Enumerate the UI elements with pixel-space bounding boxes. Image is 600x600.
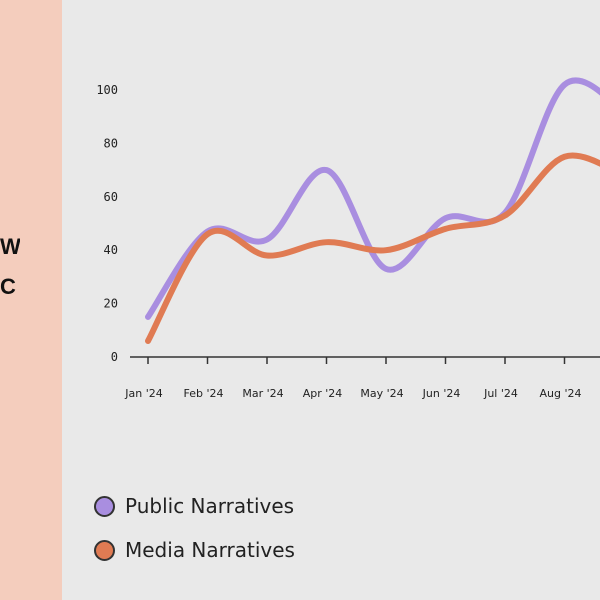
legend-swatch-media: [94, 539, 115, 561]
x-tick-label: Jan '24: [124, 387, 162, 400]
x-tick-label: Feb '24: [184, 387, 224, 400]
legend-item-media: Media Narratives: [94, 528, 295, 572]
media-narratives-line: [145, 152, 600, 344]
x-tick-label: Apr '24: [303, 387, 343, 400]
side-panel: W C: [0, 0, 62, 600]
x-tick-label: Mar '24: [242, 387, 283, 400]
y-tick-label: 60: [104, 190, 118, 204]
x-tick-label: Jun '24: [422, 387, 461, 400]
y-tick-label: 40: [104, 243, 118, 257]
legend-item-public: Public Narratives: [94, 484, 295, 528]
y-tick-label: 20: [104, 297, 118, 311]
side-panel-text-1: W: [0, 234, 20, 259]
legend-swatch-public: [94, 495, 115, 517]
side-panel-text-2: C: [0, 274, 16, 299]
x-tick-label: Jul '24: [483, 387, 518, 400]
y-tick-label: 100: [96, 83, 118, 97]
y-tick-label: 80: [104, 136, 118, 150]
x-tick-label: May '24: [360, 387, 403, 400]
legend-label-public: Public Narratives: [125, 494, 295, 518]
legend-label-media: Media Narratives: [125, 538, 295, 562]
chart-legend: Public Narratives Media Narratives: [94, 484, 295, 572]
public-narratives-line: [145, 77, 600, 320]
y-tick-label: 0: [111, 350, 118, 364]
x-tick-label: Aug '24: [540, 387, 582, 400]
